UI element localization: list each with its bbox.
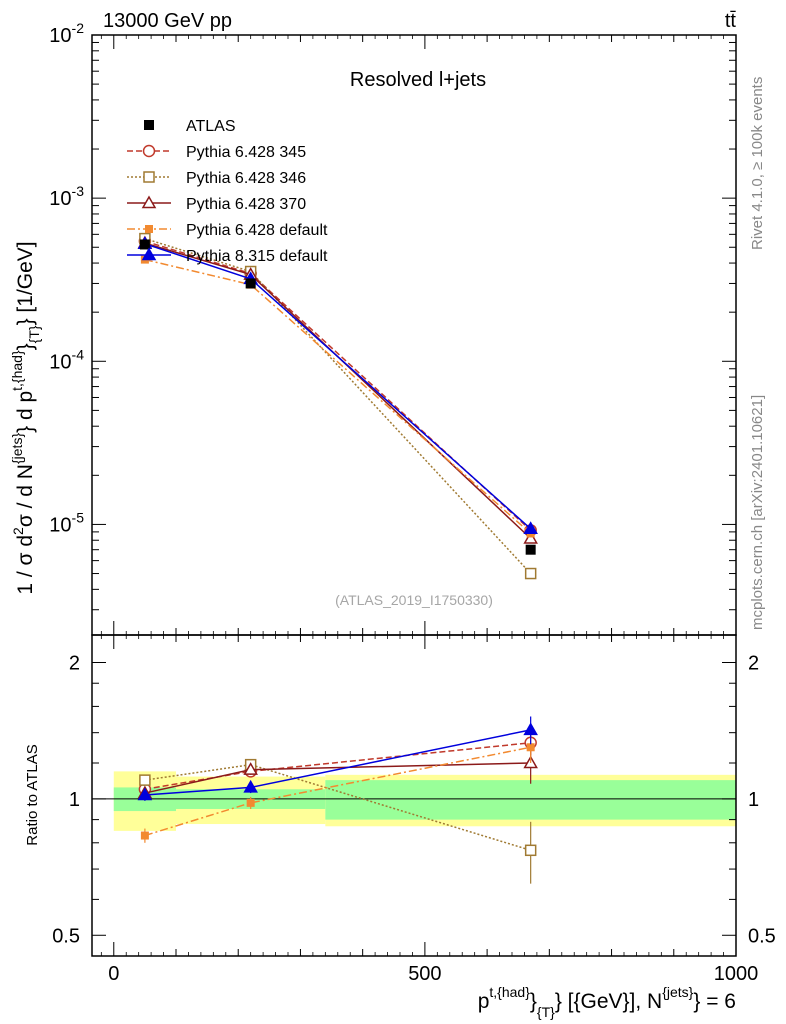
label-part: 1 / σ d [14,535,37,595]
ratio-line-pythia-6-428-default [144,746,531,837]
label-part: } [{GeV}], N [555,990,662,1013]
point-pythia-8-315-default [523,521,538,535]
axis-ticks: 0 500 1000 10-2 10-3 10-4 10-5 0.5 0.5 1 1 2 2 [49,20,776,985]
y-tick-label: 10-4 [49,346,84,373]
x-axis-label: pt,{had}}{T}} [{GeV}], N{jets}} = 6 [478,984,736,1020]
label-part: } [1/GeV] [14,241,37,325]
ratio-tick-label-right: 2 [748,652,759,674]
ratio-uncertainty-bands [92,771,736,831]
label-part: } = 6 [693,990,736,1013]
ratio-point-pythia-6-428-default [526,743,535,752]
y-tick-label: 10-2 [49,20,84,47]
main-series-group [137,232,538,580]
ratio-tick-label-left: 1 [69,789,80,811]
mcplots-credit-label: mcplots.cern.ch [arXiv:2401.10621] [749,395,766,630]
x-tick-label: 1000 [714,963,759,985]
y-axis-label-ratio: Ratio to ATLAS [24,744,41,845]
legend-label-pythia-6-428-346: Pythia 6.428 346 [186,170,306,187]
ratio-point-pythia-6-428-default [140,831,149,840]
x-tick-label: 0 [108,963,119,985]
label-part: {jets} [9,433,25,464]
legend: ATLAS Pythia 6.428 345 Pythia 6.428 346 Pyt… [127,118,328,265]
point-pythia-6-428-370 [523,530,538,544]
label-part: } [14,343,37,350]
series-line-pythia-6-428-346 [144,237,532,575]
ratio-point-pythia-6-428-default [246,798,255,807]
series-line-pythia-8-315-default [144,243,532,530]
label-part: {T} [537,1004,555,1020]
legend-label-pythia-8-315-default: Pythia 8.315 default [186,248,328,265]
y-tick-exponent: -3 [72,183,85,199]
process-label: tt̄ [725,10,737,32]
x-tick-label: 500 [408,963,441,985]
legend-label-pythia-6-428-default: Pythia 6.428 default [186,222,328,239]
series-line-pythia-6-428-default [144,258,532,535]
atlas-data-point [245,278,256,289]
y-axis-label-main: 1 / σ d2σ / d N{jets}} d pt,{had}}{T}} [… [9,241,42,594]
y-tick-label: 10-3 [49,183,84,210]
ratio-tick-label-right: 0.5 [748,925,776,947]
label-part: } d p [14,391,37,433]
stat-uncertainty-band [325,780,736,820]
collision-energy-label: 13000 GeV pp [103,10,232,32]
ratio-tick-label-right: 1 [748,789,759,811]
ratio-series-group [137,716,538,884]
ratio-tick-label-left: 0.5 [52,925,80,947]
ratio-tick-label-left: 2 [69,652,80,674]
legend-marker-pythia-8-315-default [141,247,157,261]
point-pythia-6-428-346 [524,567,537,580]
y-tick-exponent: -5 [72,509,85,525]
label-part: 2 [10,527,26,535]
ratio-point-pythia-6-428-346 [139,774,151,786]
legend-label-pythia-6-428-345: Pythia 6.428 345 [186,144,306,161]
legend-label-pythia-6-428-370: Pythia 6.428 370 [186,196,306,213]
legend-marker-pythia-6-428-346 [143,171,155,183]
legend-marker-pythia-6-428-345 [142,144,156,158]
series-line-pythia-6-428-370 [144,242,532,540]
label-part: {jets} [662,984,693,1000]
series-line-pythia-6-428-345 [144,240,532,531]
analysis-label: (ATLAS_2019_I1750330) [335,592,493,608]
atlas-data-point [139,239,150,250]
label-part: t,{had} [9,350,25,391]
ratio-plot-frame [91,634,737,957]
atlas-data-point [525,544,536,555]
legend-marker-pythia-6-428-370 [141,195,157,209]
ratio-point-pythia-6-428-346 [524,844,537,857]
legend-marker-atlas [144,120,154,130]
rivet-version-label: Rivet 4.1.0, ≥ 100k events [749,77,766,250]
legend-label-atlas: ATLAS [186,118,236,135]
y-tick-exponent: -4 [72,346,85,362]
ratio-point-pythia-6-428-370 [243,762,258,775]
chart-title: Resolved l+jets [350,69,486,91]
y-tick-label: 10-5 [49,509,84,536]
label-part: t,{had} [489,984,530,1000]
label-part: σ / d N [14,464,37,527]
ratio-point-pythia-8-315-default [523,722,538,736]
label-part: {T} [26,325,42,343]
ratio-point-pythia-8-315-default [137,787,153,801]
ratio-point-pythia-8-315-default [243,779,258,793]
y-tick-exponent: -2 [72,20,85,36]
label-part: p [478,990,490,1013]
legend-marker-pythia-6-428-default [145,225,153,233]
label-part: } [530,990,537,1013]
